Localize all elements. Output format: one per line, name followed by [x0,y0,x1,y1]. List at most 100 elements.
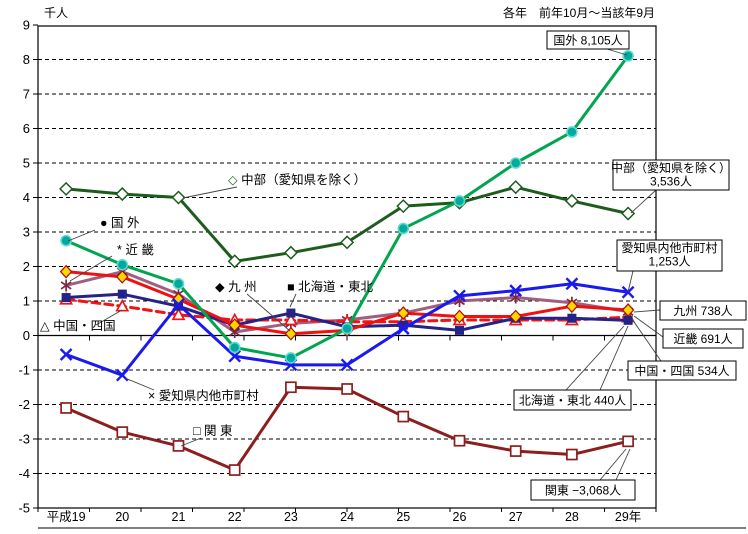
marker-diamond [509,309,523,324]
series-kanto [60,381,634,476]
marker-diamond [565,299,579,314]
callout-box [530,479,636,501]
marker-x [340,358,354,372]
marker-x [228,349,242,363]
x-tick-label: 22 [228,510,242,524]
y-tick-label: -5 [18,501,30,516]
callout-kanto: 関東 −3,068人 [530,448,636,501]
legend-pointer-line [180,437,202,447]
y-tick-label: -3 [18,432,30,447]
marker-diamond [453,309,466,324]
legend-kinki: * 近 畿 [69,243,154,282]
callout-pointer-line [633,315,664,338]
legend-pointer-line [95,309,123,326]
y-tick-label: 2 [23,259,30,274]
callout-box [662,328,744,349]
marker-x [453,289,466,303]
marker-square [623,315,633,325]
marker-circle [60,234,72,247]
marker-square [116,426,129,438]
marker-x [396,322,410,335]
marker-diamond [59,181,74,196]
x-tick-label: 20 [115,510,129,524]
legend-aichi: × 愛知県内他市町村 [124,377,259,403]
marker-x [115,368,129,382]
marker-circle [453,195,466,207]
y-tick-label: 7 [23,87,30,102]
legend-label-kyushu: ◆ 九 州 [215,280,257,294]
marker-square [509,445,522,457]
callout-chugoku: 中国・四国 534人 [627,318,737,381]
marker-diamond [621,206,636,221]
callout-box [627,360,737,381]
marker-diamond [508,180,523,195]
y-tick-label: 6 [23,121,30,136]
callout-box [659,300,747,321]
callout-text: 九州 738人 [673,304,732,318]
marker-x [59,348,73,361]
legend-label-chubu: ◇ 中部（愛知県を除く） [228,172,366,187]
marker-square [228,464,241,476]
legend-hokkaido: ■ 北海道・東北 [287,279,374,308]
y-tick-label: 3 [23,225,30,240]
callout-chubu: 中部（愛知県を除く）3,536人 [611,159,731,214]
y-tick-label: 1 [23,294,30,309]
marker-triangle [171,307,186,321]
y-axis-labels: 9 8 7 6 5 4 3 2 1 0 -1 -2 -3 -4 -5 [18,18,30,516]
callout-pointer-line [565,325,625,391]
marker-diamond [115,186,130,202]
marker-square [172,440,185,452]
callout-box [546,30,630,50]
marker-square [455,325,464,335]
marker-diamond [396,199,411,214]
y-tick-label: 9 [23,18,30,33]
callout-box [513,389,632,411]
y-tick-label: 5 [23,156,30,171]
marker-triangle [115,298,130,312]
x-tick-label: 27 [509,510,523,524]
callout-box [612,159,730,191]
callout-pointer-line [606,48,628,56]
callout-text: 北海道・東北 440人 [519,393,626,408]
y-tick-label: -1 [18,363,30,378]
marker-circle [397,222,410,235]
legend-pointer-line [67,229,96,242]
callout-pointer-line [630,189,657,214]
marker-diamond [621,303,635,317]
marker-diamond [227,254,242,269]
x-tick-label: 21 [172,510,186,524]
callout-kyushu: 九州 738人 [633,300,747,321]
callout-pointer-line [631,318,662,362]
legend-chubu: ◇ 中部（愛知県を除く） [182,172,366,199]
marker-square [61,293,71,303]
callout-text: 3,536人 [650,175,692,189]
callout-text: 中国・四国 534人 [634,363,729,378]
x-tick-label: 平成19 [47,510,86,524]
marker-x [621,285,635,299]
marker-circle [622,50,634,62]
callout-pointer-line [599,325,629,391]
marker-circle [285,352,297,364]
marker-circle [116,258,129,271]
callout-box [616,239,723,272]
marker-square [285,381,297,394]
marker-diamond [228,318,242,333]
marker-diamond [283,245,298,260]
legend-pointer-line [69,255,113,282]
legend-label-kanto: □ 関 東 [193,424,233,438]
marker-triangle [283,312,298,326]
marker-diamond [564,193,579,209]
x-tick-label: 25 [396,510,410,524]
marker-circle [228,341,241,354]
marker-square [60,402,72,414]
marker-square [286,308,296,318]
callout-hokkaido: 北海道・東北 440人 [513,325,632,411]
period-note-label: 各年 前年10月～当該年9月 [502,6,655,20]
x-tick-label: 23 [284,510,298,524]
marker-square [566,448,578,461]
callout-pointer-line [615,448,631,481]
series-kokugai [60,50,634,364]
legend-label-kokugai: ● 国 外 [100,216,140,230]
marker-square [453,434,466,447]
